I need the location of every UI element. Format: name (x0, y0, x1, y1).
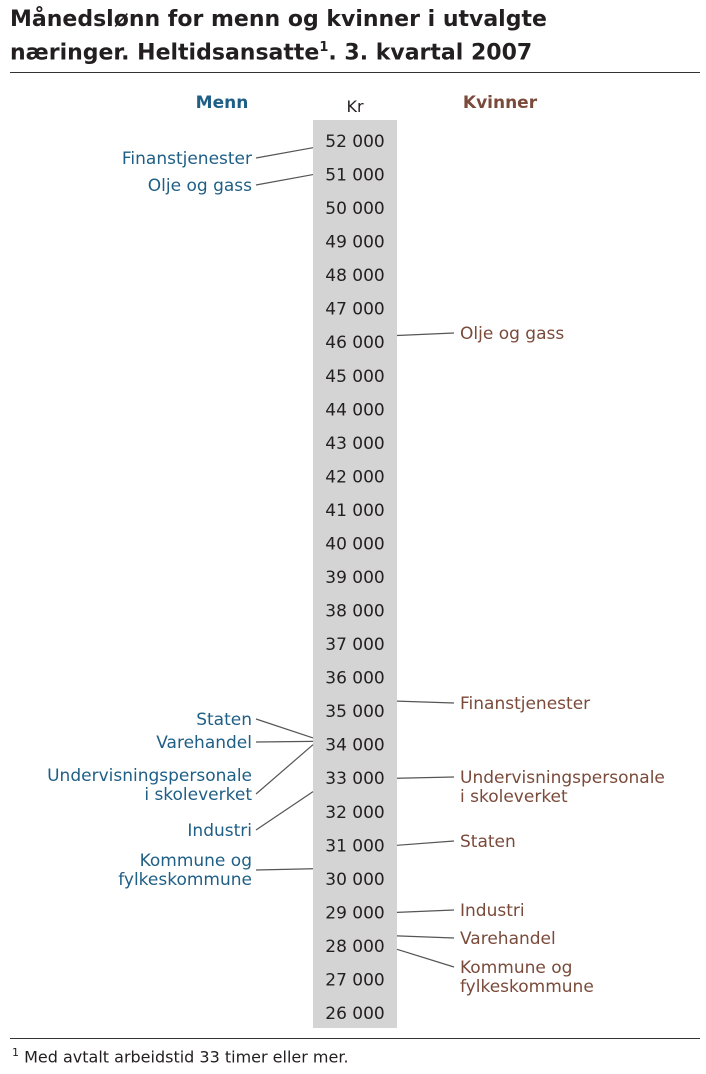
tick-label: 31 000 (325, 836, 384, 856)
tick-label: 39 000 (325, 568, 384, 588)
tick-label: 34 000 (325, 736, 384, 756)
men-label: Kommune og fylkeskommune (118, 851, 252, 890)
tick-label: 32 000 (325, 803, 384, 823)
women-label: Staten (460, 832, 516, 852)
tick-label: 47 000 (325, 300, 384, 320)
tick-label: 38 000 (325, 602, 384, 622)
women-connector (396, 776, 455, 779)
women-connector (396, 840, 455, 846)
scale-column (313, 120, 397, 1028)
women-label: Finanstjenester (460, 694, 590, 714)
tick-label: 26 000 (325, 1004, 384, 1024)
tick-label: 42 000 (325, 467, 384, 487)
header-women: Kvinner (463, 93, 538, 113)
footnote: 1 Med avtalt arbeidstid 33 timer eller m… (12, 1046, 349, 1066)
top-rule (10, 72, 700, 73)
unit-label: Kr (346, 97, 363, 116)
men-connector (255, 791, 314, 831)
tick-label: 50 000 (325, 199, 384, 219)
men-label: Undervisningspersonale i skoleverket (47, 766, 252, 805)
tick-label: 48 000 (325, 266, 384, 286)
women-connector (396, 948, 455, 968)
header-men: Menn (196, 93, 249, 113)
tick-label: 46 000 (325, 333, 384, 353)
tick-label: 33 000 (325, 769, 384, 789)
men-connector (255, 173, 314, 186)
women-label: Olje og gass (460, 324, 564, 344)
tick-label: 51 000 (325, 166, 384, 186)
bottom-rule (10, 1038, 700, 1039)
women-label: Undervisningspersonale i skoleverket (460, 768, 665, 807)
tick-label: 44 000 (325, 400, 384, 420)
tick-label: 28 000 (325, 937, 384, 957)
footnote-mark: 1 (12, 1046, 19, 1059)
women-label: Industri (460, 901, 525, 921)
women-connector (396, 909, 455, 913)
men-label: Industri (187, 821, 252, 841)
tick-label: 37 000 (325, 635, 384, 655)
title-line-2-prefix: næringer. Heltidsansatte (10, 40, 320, 66)
tick-label: 43 000 (325, 434, 384, 454)
tick-label: 36 000 (325, 669, 384, 689)
title-line-1: Månedslønn for menn og kvinner i utvalgt… (10, 7, 547, 32)
men-connector (255, 744, 314, 795)
tick-label: 45 000 (325, 367, 384, 387)
tick-label: 40 000 (325, 534, 384, 554)
tick-label: 30 000 (325, 870, 384, 890)
men-connector (255, 740, 314, 743)
men-connector (255, 718, 314, 739)
salary-chart: Menn Kvinner Kr 52 000 51 000 50 000 49 000 48 … (47, 93, 665, 1028)
tick-label: 52 000 (325, 132, 384, 152)
men-label: Finanstjenester (122, 149, 252, 169)
chart-title: Månedslønn for menn og kvinner i utvalgt… (10, 6, 700, 67)
men-connector (255, 147, 314, 159)
tick-label: 35 000 (325, 702, 384, 722)
women-connector (396, 935, 455, 939)
men-label: Olje og gass (148, 176, 252, 196)
women-label: Varehandel (460, 929, 556, 949)
tick-label: 49 000 (325, 233, 384, 253)
women-connector (396, 700, 455, 704)
women-label: Kommune og fylkeskommune (460, 958, 594, 997)
men-connector (255, 868, 314, 871)
tick-label: 41 000 (325, 501, 384, 521)
women-connector (396, 332, 455, 337)
tick-label: 27 000 (325, 970, 384, 990)
title-footnote-mark: 1 (319, 40, 329, 55)
title-line-2-suffix: . 3. kvartal 2007 (328, 40, 533, 66)
men-label: Varehandel (156, 733, 252, 753)
footnote-text: Med avtalt arbeidstid 33 timer eller mer… (19, 1047, 349, 1067)
men-label: Staten (196, 710, 252, 730)
tick-label: 29 000 (325, 903, 384, 923)
